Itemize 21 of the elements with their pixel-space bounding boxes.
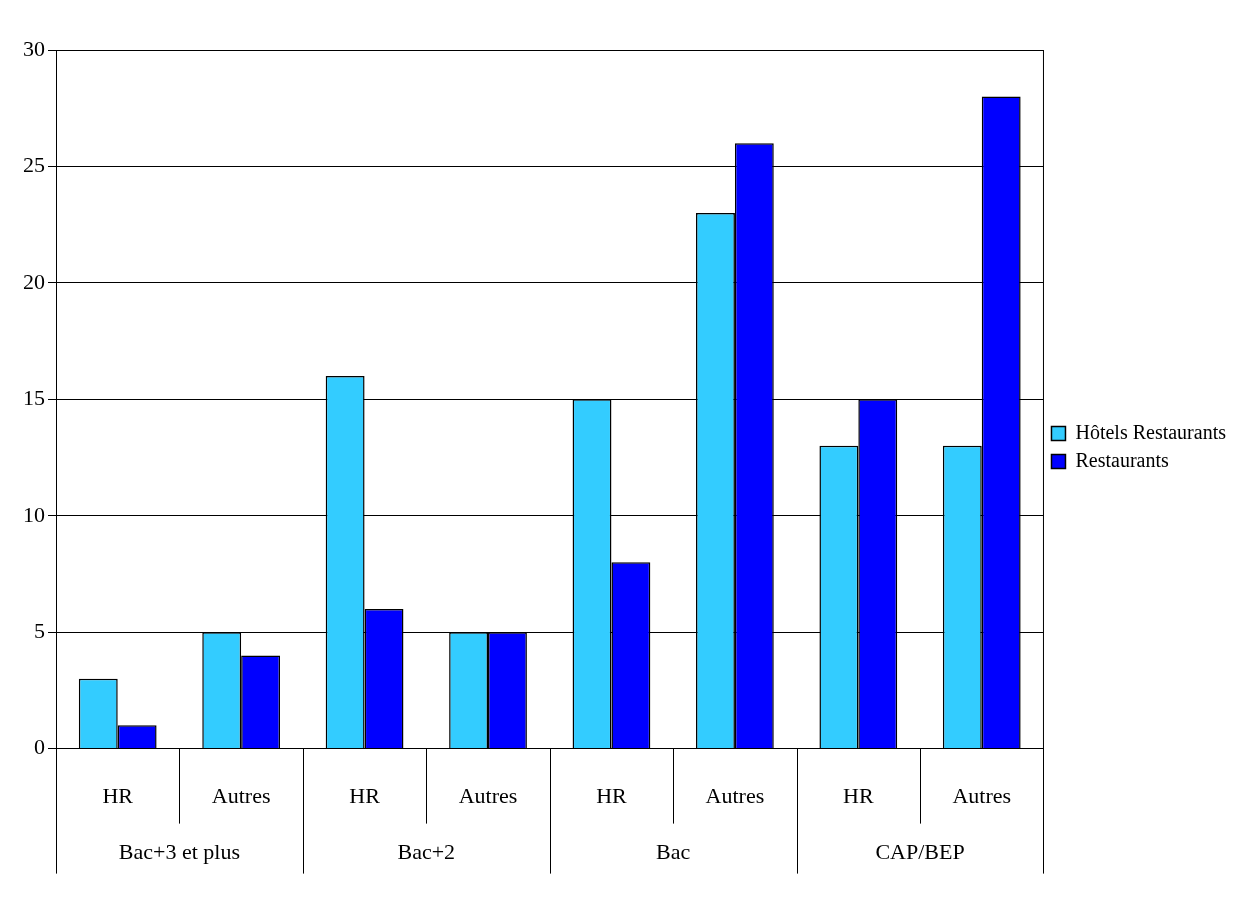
text: Bac: [656, 839, 691, 865]
y-tick-label: 15: [23, 385, 45, 411]
y-tick-label: 5: [34, 617, 45, 643]
legend-label: Hôtels Restaurants: [1075, 420, 1227, 443]
text: Bac+2: [397, 839, 456, 865]
y-tick-label: 30: [23, 35, 45, 61]
y-tick-label: 0: [34, 734, 45, 760]
text: Bac+3 et plus: [118, 839, 241, 865]
text: CAP/BEP: [875, 839, 965, 865]
y-tick-label: 20: [23, 268, 45, 294]
y-tick-label: 25: [23, 152, 45, 178]
x-tick-label: HR: [102, 782, 134, 808]
x-tick-label: HR: [843, 782, 874, 808]
x-tick-label: Autres: [211, 782, 271, 808]
x-tick-label: Autres: [952, 782, 1012, 808]
y-tick-label: 10: [23, 501, 45, 527]
x-tick-label: Autres: [458, 782, 518, 808]
legend-label: Restaurants: [1075, 448, 1169, 471]
x-tick-label: HR: [349, 782, 381, 808]
x-tick-label: Autres: [705, 782, 765, 808]
x-tick-label: HR: [596, 782, 628, 808]
